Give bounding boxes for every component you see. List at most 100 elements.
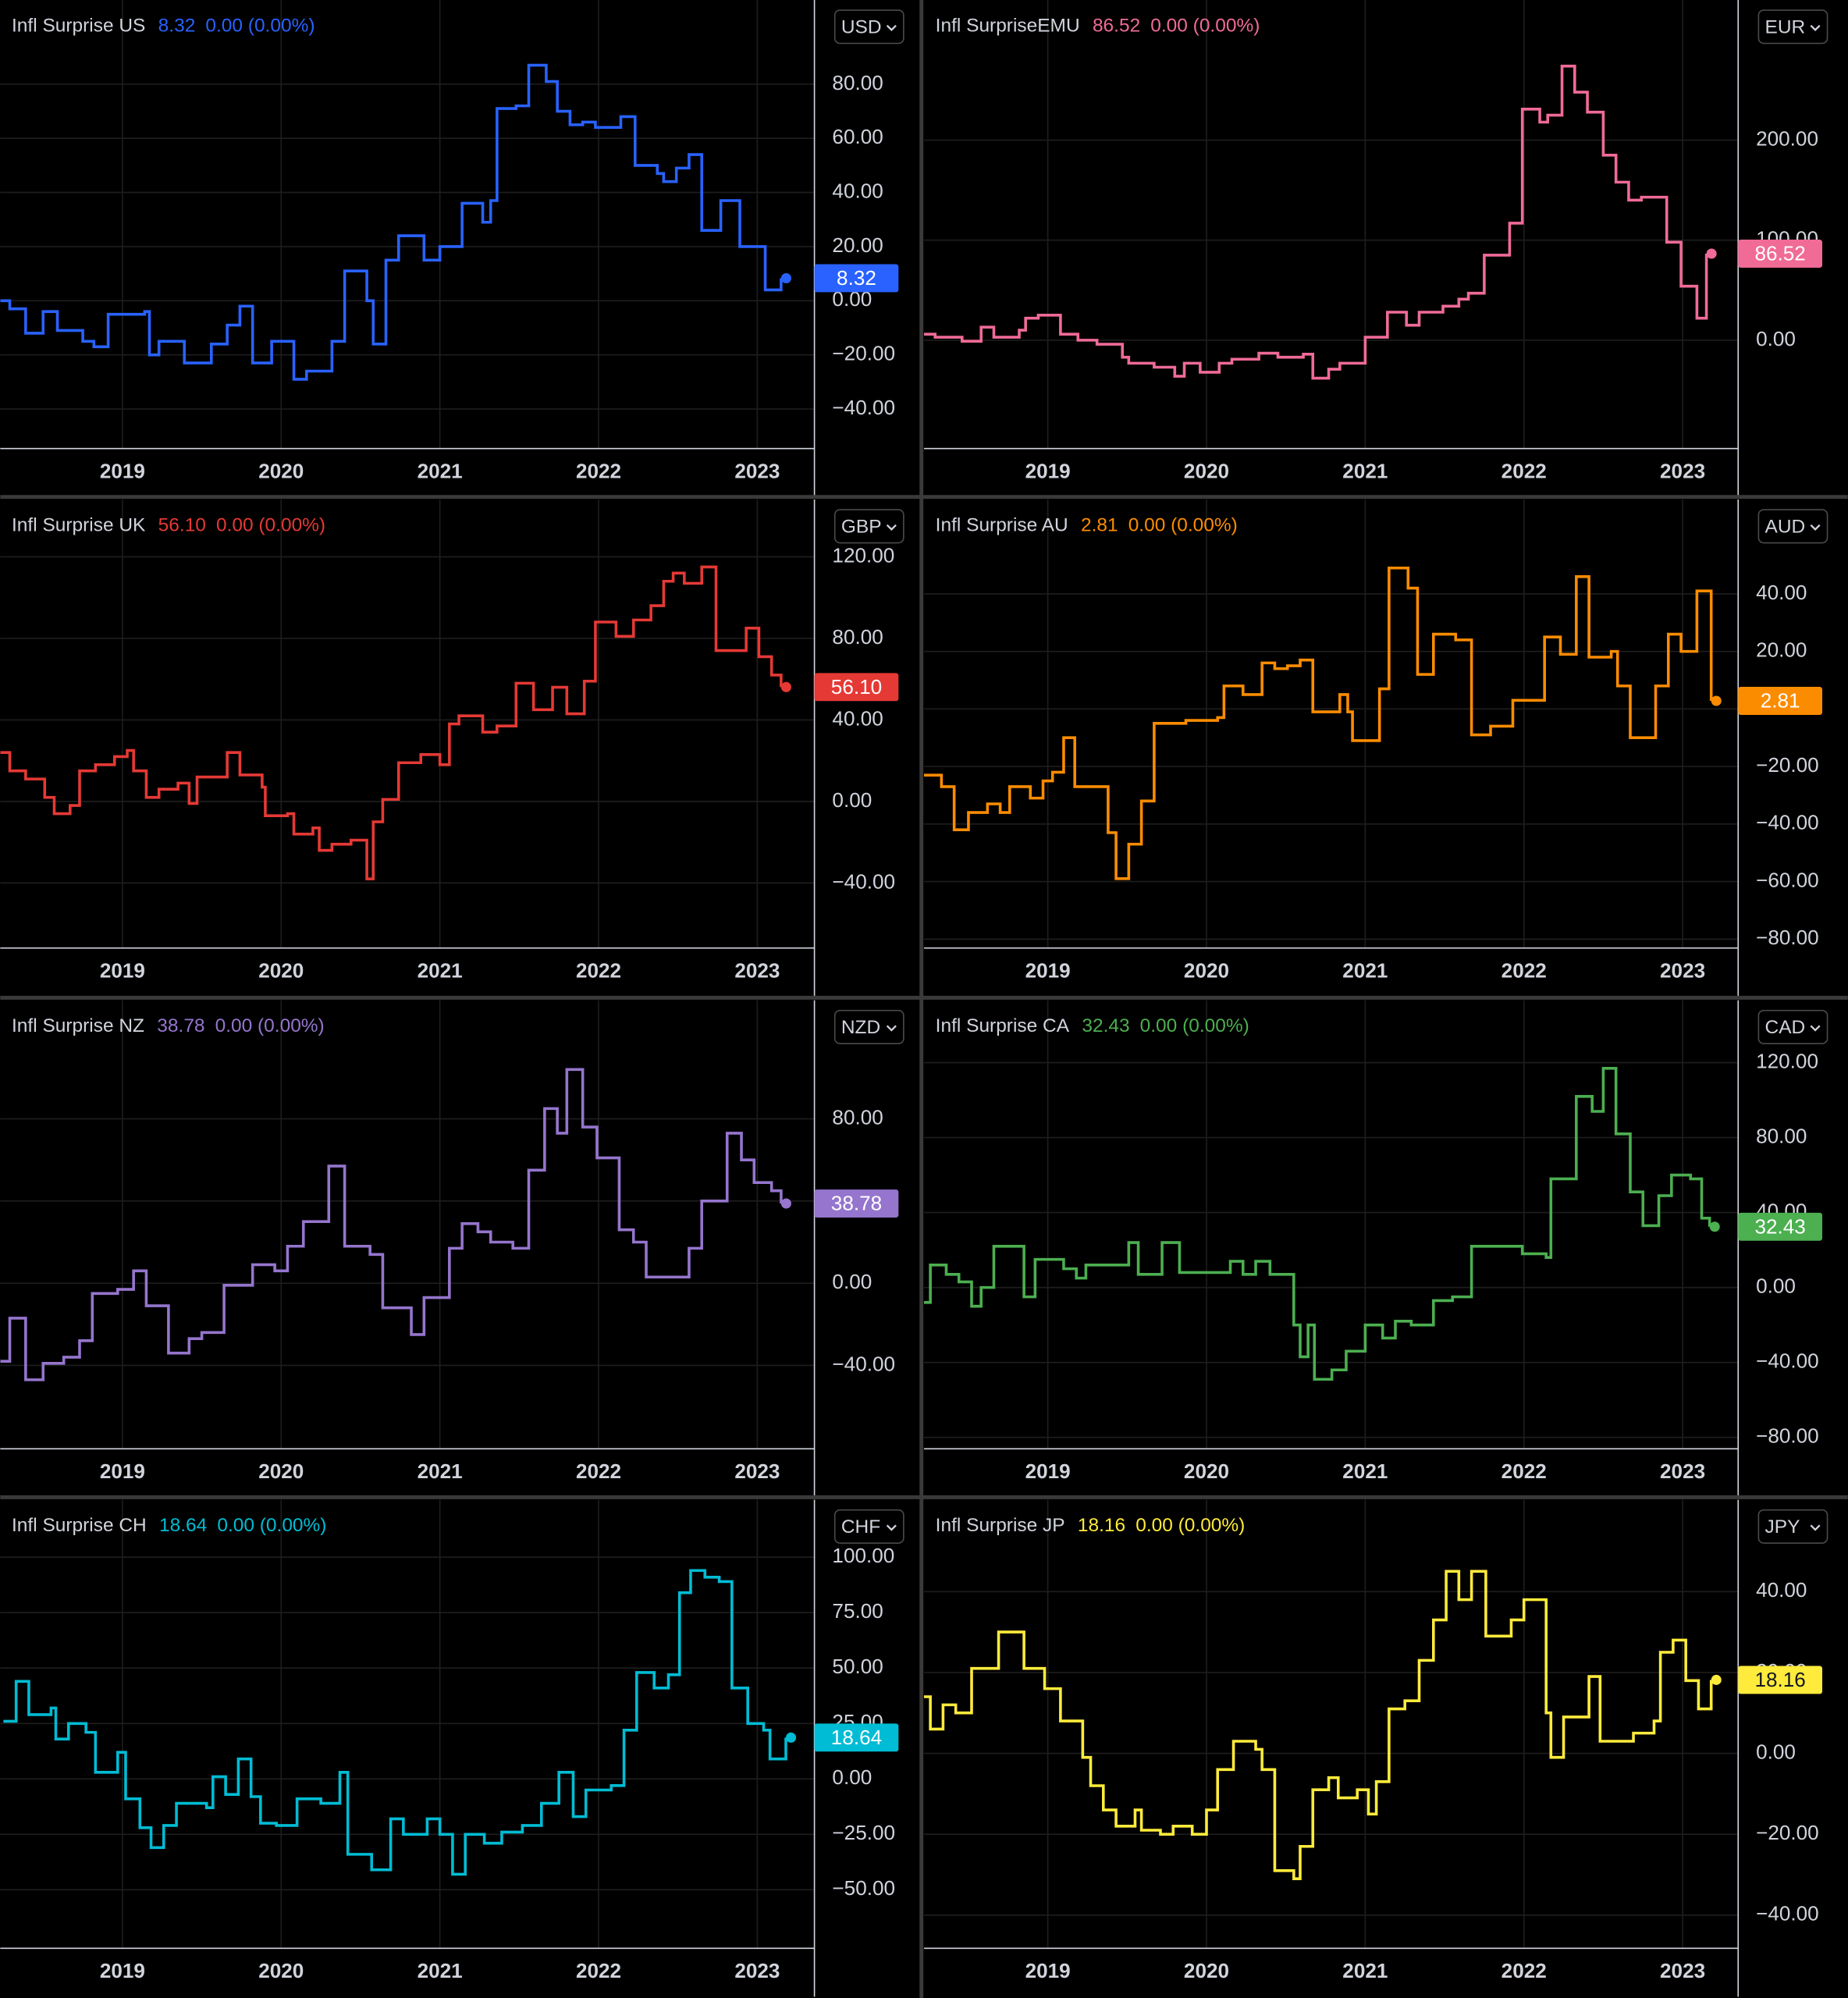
last-point <box>780 681 791 692</box>
chevron-icon[interactable] <box>1810 1025 1821 1032</box>
series-line <box>924 1570 1713 1880</box>
legend: Infl Surprise US 8.32 0.00 (0.00%) <box>12 16 315 37</box>
currency-button[interactable]: AUD <box>1757 509 1828 544</box>
currency-button-box[interactable] <box>833 1009 904 1044</box>
currency-button-label[interactable]: EUR <box>1765 16 1806 37</box>
y-tick-label: 40.00 <box>832 180 883 203</box>
y-tick-label: −40.00 <box>1756 1349 1819 1373</box>
price-badge <box>1738 687 1823 715</box>
currency-button-label[interactable]: JPY <box>1765 1516 1800 1538</box>
chevron-icon[interactable] <box>1810 524 1821 531</box>
x-tick-label: 2020 <box>258 1959 304 1982</box>
y-tick-label: −80.00 <box>1756 926 1819 949</box>
x-tick-label: 2022 <box>1502 959 1547 983</box>
price-badge-label: 56.10 <box>831 675 882 699</box>
legend-change: 0.00 (0.00%) <box>1150 16 1260 37</box>
y-tick-label: −20.00 <box>832 342 895 365</box>
panel: 2019 2020 2021 2022 2023−80.00−40.000.0040.0… <box>924 1000 1828 1498</box>
price-badge-label: 8.32 <box>837 266 876 290</box>
legend-title: Infl Surprise UK <box>12 515 146 536</box>
legend: Infl Surprise AU 2.81 0.00 (0.00%) <box>936 515 1238 536</box>
x-tick-label: 2019 <box>1025 1959 1071 1982</box>
y-tick-label: 0.00 <box>832 1270 872 1293</box>
y-tick-label: 120.00 <box>832 543 894 567</box>
x-tick-label: 2022 <box>1502 460 1547 483</box>
currency-button-box[interactable] <box>833 509 904 544</box>
legend-title: Infl Surprise CA <box>936 1015 1070 1036</box>
x-tick-label: 2021 <box>418 1959 463 1982</box>
currency-button[interactable]: GBP <box>833 509 904 544</box>
legend-change: 0.00 (0.00%) <box>1128 515 1238 536</box>
price-badge-label: 86.52 <box>1754 242 1805 265</box>
y-tick-label: 120.00 <box>1756 1049 1818 1072</box>
price-badge <box>814 1189 899 1218</box>
currency-button-label[interactable]: USD <box>841 16 882 37</box>
x-tick-label: 2023 <box>1660 1959 1705 1982</box>
x-tick-label: 2021 <box>1342 460 1388 483</box>
currency-button-box[interactable] <box>1757 1509 1828 1544</box>
panel: 2019 2020 2021 2022 20230.00100.00200.0086.5… <box>924 0 1828 497</box>
currency-button-label[interactable]: GBP <box>841 516 882 537</box>
chevron-icon[interactable] <box>1810 24 1821 31</box>
last-point <box>1711 1674 1722 1685</box>
currency-button-box[interactable] <box>833 1509 904 1544</box>
price-badge-label: 18.64 <box>831 1726 882 1749</box>
panel: 2019 2020 2021 2022 2023 −40.00 0.00 40.00 80.00… <box>0 500 904 997</box>
legend-title: Infl SurpriseEMU <box>936 16 1080 37</box>
legend-change: 0.00 (0.00%) <box>205 16 315 37</box>
x-tick-label: 2019 <box>100 1959 145 1982</box>
legend-title: Infl Surprise US <box>12 16 145 37</box>
legend: Infl Surprise UK 56.10 0.00 (0.00%) <box>12 515 325 536</box>
y-tick-label: 80.00 <box>832 1105 883 1129</box>
currency-button-label[interactable]: CAD <box>1765 1017 1806 1038</box>
legend-price: 8.32 <box>158 16 196 37</box>
x-tick-label: 2021 <box>418 959 463 983</box>
chevron-icon[interactable] <box>1810 1524 1821 1531</box>
x-tick-label: 2020 <box>1184 959 1229 983</box>
legend-price: 2.81 <box>1081 515 1118 536</box>
y-tick-label: 80.00 <box>832 625 883 649</box>
chevron-icon[interactable] <box>886 524 897 531</box>
y-tick-label: −40.00 <box>1756 1902 1819 1925</box>
series-line <box>924 64 1708 380</box>
currency-button-label[interactable]: AUD <box>1765 516 1806 537</box>
y-tick-label: −40.00 <box>832 869 895 893</box>
currency-button-label[interactable]: NZD <box>841 1017 880 1038</box>
y-tick-label: 0.00 <box>1756 1275 1796 1298</box>
chevron-icon[interactable] <box>886 24 897 31</box>
currency-button-box[interactable] <box>1757 9 1828 44</box>
chevron-icon[interactable] <box>886 1025 897 1032</box>
legend-title: Infl Surprise NZ <box>12 1015 144 1036</box>
legend-price: 86.52 <box>1093 16 1140 37</box>
legend-title: Infl Surprise JP <box>936 1515 1065 1536</box>
x-tick-label: 2021 <box>1342 1959 1388 1982</box>
currency-button[interactable]: EUR <box>1757 9 1828 44</box>
x-tick-label: 2019 <box>1025 1459 1071 1483</box>
x-tick-label: 2021 <box>418 1459 463 1483</box>
y-tick-label: 80.00 <box>832 71 883 94</box>
x-tick-label: 2020 <box>1184 1459 1229 1483</box>
price-badge <box>1738 1212 1823 1241</box>
currency-button[interactable]: CHF <box>833 1509 904 1544</box>
currency-button[interactable]: USD <box>833 9 904 44</box>
last-point <box>785 1732 797 1743</box>
x-tick-label: 2022 <box>576 1959 621 1982</box>
legend-change: 0.00 (0.00%) <box>215 1015 325 1036</box>
legend: Infl Surprise CA 32.43 0.00 (0.00%) <box>936 1015 1249 1036</box>
currency-button[interactable]: JPY <box>1757 1509 1828 1544</box>
y-tick-label: −25.00 <box>832 1821 895 1844</box>
currency-button-box[interactable] <box>833 9 904 44</box>
y-tick-label: 75.00 <box>832 1599 883 1623</box>
y-tick-label: 20.00 <box>1756 638 1807 662</box>
currency-button-label[interactable]: CHF <box>841 1516 880 1538</box>
currency-button-box[interactable] <box>1757 509 1828 544</box>
currency-button[interactable]: CAD <box>1757 1009 1828 1044</box>
chevron-icon[interactable] <box>886 1524 897 1531</box>
currency-button-box[interactable] <box>1757 1009 1828 1044</box>
price-badge-label: 32.43 <box>1754 1214 1805 1238</box>
series-line <box>3 1569 787 1876</box>
last-point <box>1711 695 1722 706</box>
y-tick-label: −50.00 <box>832 1876 895 1900</box>
currency-button[interactable]: NZD <box>833 1009 904 1044</box>
